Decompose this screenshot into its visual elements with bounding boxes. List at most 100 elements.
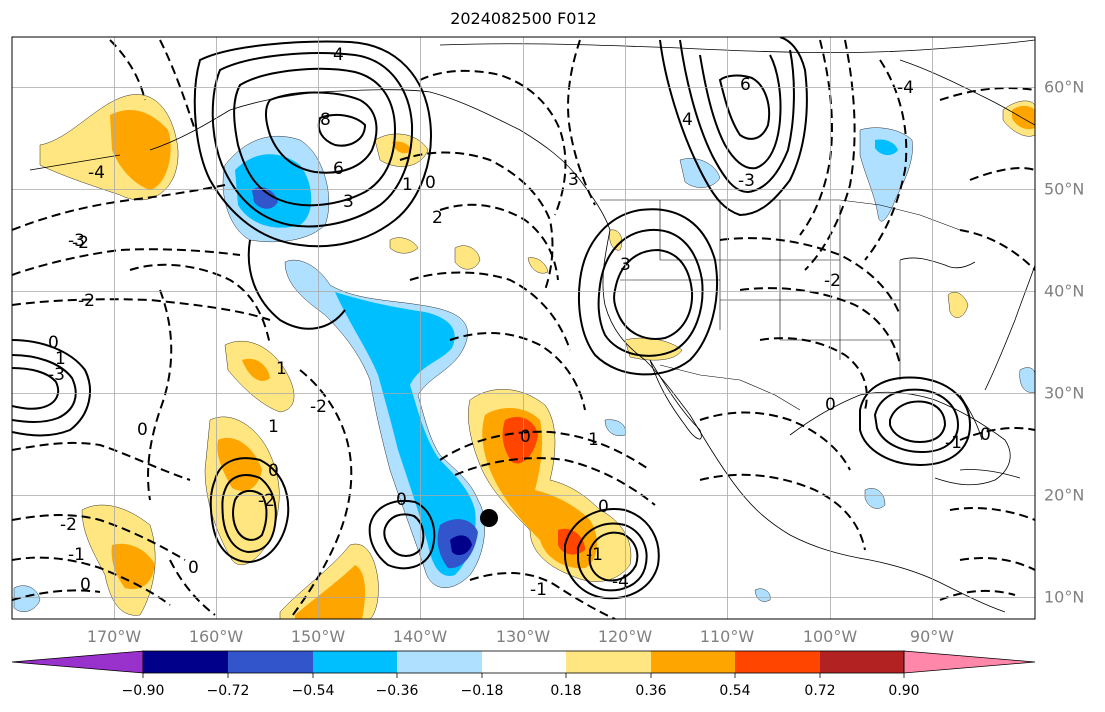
contour-label: -2 (824, 271, 841, 291)
dcontour-26 (759, 337, 868, 411)
dcontour-31 (939, 87, 1035, 101)
lon-tick-label: 150°W (290, 627, 346, 646)
contour-high-gulf-mx-1 (859, 376, 972, 467)
colorbar-tick-label: −0.90 (121, 683, 165, 699)
shade-yellow-misc1 (454, 245, 481, 270)
contour-label: 1 (588, 430, 599, 450)
dcontour-9 (147, 289, 173, 501)
colorbar-swatch (482, 651, 566, 673)
colorbar (11, 650, 1036, 678)
colorbar-tick-label: −0.36 (375, 683, 419, 699)
dcontour-12 (419, 69, 567, 216)
border-us-mexico (659, 364, 801, 411)
figure-title: 2024082500 F012 (450, 9, 597, 28)
lon-tick-label: 160°W (188, 627, 244, 646)
colorbar-tick-label: 0.18 (550, 683, 582, 699)
shade-orange-west (217, 437, 262, 491)
contour-label: -3 (738, 171, 755, 191)
coastlines (29, 39, 1035, 613)
coast-west-na (602, 229, 1006, 613)
contour-high-us-1 (577, 208, 718, 376)
contour-label: -1 (586, 545, 603, 565)
colorbar-swatch (820, 651, 904, 673)
contour-label: 3 (568, 170, 579, 190)
contour-label: -2 (60, 515, 77, 535)
lat-tick-label: 60°N (1044, 77, 1085, 97)
shade-orange-alaska (110, 110, 171, 190)
lat-tick-label: 30°N (1044, 383, 1085, 403)
colorbar-swatch (313, 651, 397, 673)
contour-high-gulf-1 (193, 40, 432, 248)
colorbar-swatch (651, 651, 735, 673)
dcontour-8 (129, 263, 271, 346)
dcontour-25 (739, 287, 901, 366)
contour-label: -1 (530, 580, 547, 600)
contour-label: 3 (620, 255, 631, 275)
contour-label: 0 (980, 425, 991, 445)
coast-great-lakes (899, 257, 976, 269)
shade-blue-canada (875, 139, 898, 156)
shade-blue-ne-pac (335, 292, 476, 576)
lon-tick-label: 140°W (392, 627, 448, 646)
dcontour-27 (699, 411, 851, 471)
contour-label: 8 (320, 110, 331, 130)
dcontour-33 (949, 507, 1035, 521)
shade-orange-hudson (1012, 105, 1035, 130)
contour-label: 3 (343, 192, 354, 212)
dcontour-23 (864, 59, 908, 261)
dcontour-4 (12, 441, 191, 481)
lon-tick-label: 130°W (495, 627, 551, 646)
contour-label: 0 (137, 420, 148, 440)
contour-high-gulf-2 (211, 52, 414, 228)
colorbar-tick-label: 0.90 (888, 683, 920, 699)
lon-tick-label: 90°W (909, 627, 955, 646)
coast-east (984, 264, 1035, 391)
shade-lightblue-gulfmx (864, 488, 886, 509)
contour-label: 0 (80, 575, 91, 595)
contour-label: 0 (520, 427, 531, 447)
contour-label: 6 (740, 75, 751, 95)
dcontour-30 (969, 167, 1035, 181)
colorbar-ticks (142, 673, 905, 678)
contour-high-canada-2 (679, 39, 795, 194)
coast-gulf-mexico (789, 391, 1011, 486)
shaded-fields (13, 94, 1035, 619)
contour-label: -4 (88, 163, 105, 183)
contour-high-gulf-4 (264, 91, 378, 174)
dcontour-6 (12, 556, 171, 606)
coast-cuba (959, 469, 1021, 479)
dcontour-17 (439, 430, 651, 471)
contour-label: -4 (612, 572, 629, 592)
colorbar-swatch (735, 651, 820, 673)
dcontour-29 (959, 229, 1035, 271)
contour-left-2 (12, 354, 77, 423)
colorbar-tick-label: −0.54 (291, 683, 335, 699)
coast-hudson (899, 59, 1035, 126)
coast-arctic (439, 39, 1035, 54)
colorbar-swatch (143, 651, 228, 673)
contour-high-us-2 (597, 228, 704, 357)
dcontour-37 (159, 39, 196, 131)
colorbar-swatch (228, 651, 313, 673)
dcontour-11 (289, 369, 353, 619)
contour-label: 6 (333, 159, 344, 179)
contour-label: -3 (48, 365, 65, 385)
dcontour-1 (12, 184, 226, 231)
dcontour-36 (109, 39, 146, 101)
contour-label: -4 (897, 78, 914, 98)
contour-label: -1 (945, 433, 962, 453)
shade-orange-bc (392, 141, 411, 154)
colorbar-tick-label: −0.18 (460, 683, 504, 699)
colorbar-extend-low (11, 650, 144, 674)
dcontour-32 (959, 427, 1035, 441)
shade-lightblue-mx (604, 419, 626, 436)
shade-orange-hawaii (242, 358, 270, 381)
colorbar-tick-label: −0.72 (206, 683, 250, 699)
shade-lightblue-atl (1019, 367, 1035, 393)
dcontour-21 (799, 39, 833, 236)
contour-low-west-1 (209, 457, 290, 564)
dashed-contours (12, 39, 1035, 619)
contour-label: 4 (333, 45, 344, 65)
lon-tick-label: 170°W (86, 627, 142, 646)
contour-left-3 (12, 367, 60, 410)
